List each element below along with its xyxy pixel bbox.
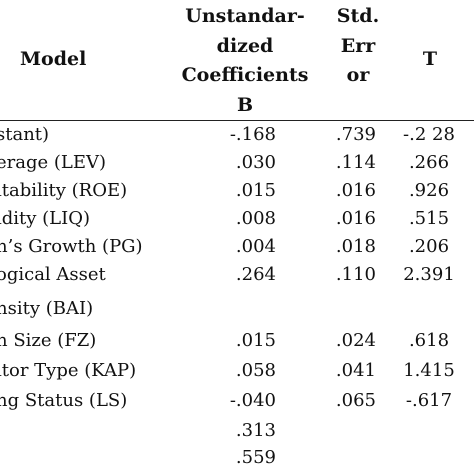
row-se: .739 <box>335 124 376 145</box>
row-b: .313 <box>235 420 276 441</box>
row-t: .515 <box>408 208 450 229</box>
row-label: ogical Asset <box>0 264 106 285</box>
row-label: erage (LEV) <box>0 152 107 173</box>
row-b: .264 <box>235 264 276 285</box>
row-b: -.168 <box>229 124 276 145</box>
row-se: .065 <box>335 390 376 411</box>
row-se: .018 <box>335 236 376 257</box>
row-t: -.617 <box>405 390 453 411</box>
header-std-error-line1: Std. <box>336 5 380 27</box>
row-t: .618 <box>408 330 450 351</box>
row-b: -.040 <box>229 390 276 411</box>
row-b: .004 <box>235 236 276 257</box>
row-label: itor Type (KAP) <box>0 360 137 381</box>
row-t: -.2 28 <box>403 124 455 145</box>
row-label: itability (ROE) <box>0 180 128 201</box>
row-label: idity (LIQ) <box>0 208 91 229</box>
row-label: ng Status (LS) <box>0 390 128 411</box>
row-b: .058 <box>235 360 276 381</box>
row-label: nsity (BAI) <box>0 298 94 319</box>
header-std-error-line2: Err <box>340 35 376 57</box>
row-t: .266 <box>408 152 450 173</box>
row-label: n Size (FZ) <box>0 330 97 351</box>
row-se: .016 <box>335 208 376 229</box>
row-t: .926 <box>408 180 450 201</box>
row-b: .559 <box>235 447 276 468</box>
row-t: 1.415 <box>403 360 455 381</box>
row-se: .114 <box>335 152 376 173</box>
row-t: 2.391 <box>403 264 455 285</box>
row-se: .016 <box>335 180 376 201</box>
row-se: .110 <box>335 264 376 285</box>
row-b: .030 <box>235 152 276 173</box>
row-label: n’s Growth (PG) <box>0 236 143 257</box>
row-label: stant) <box>0 124 50 145</box>
row-b: .015 <box>235 330 276 351</box>
header-unstandardized-line1: Unstandar- <box>185 5 305 27</box>
row-b: .015 <box>235 180 276 201</box>
header-std-error-line3: or <box>346 64 370 86</box>
header-unstandardized-line3: Coefficients <box>181 64 309 86</box>
header-divider <box>0 120 474 121</box>
row-t: .206 <box>408 236 450 257</box>
header-t: T <box>422 48 438 70</box>
header-unstandardized-line4: B <box>236 94 254 116</box>
row-se: .041 <box>335 360 376 381</box>
header-model: Model <box>20 48 87 70</box>
header-unstandardized-line2: dized <box>216 35 274 57</box>
row-b: .008 <box>235 208 276 229</box>
row-se: .024 <box>335 330 376 351</box>
